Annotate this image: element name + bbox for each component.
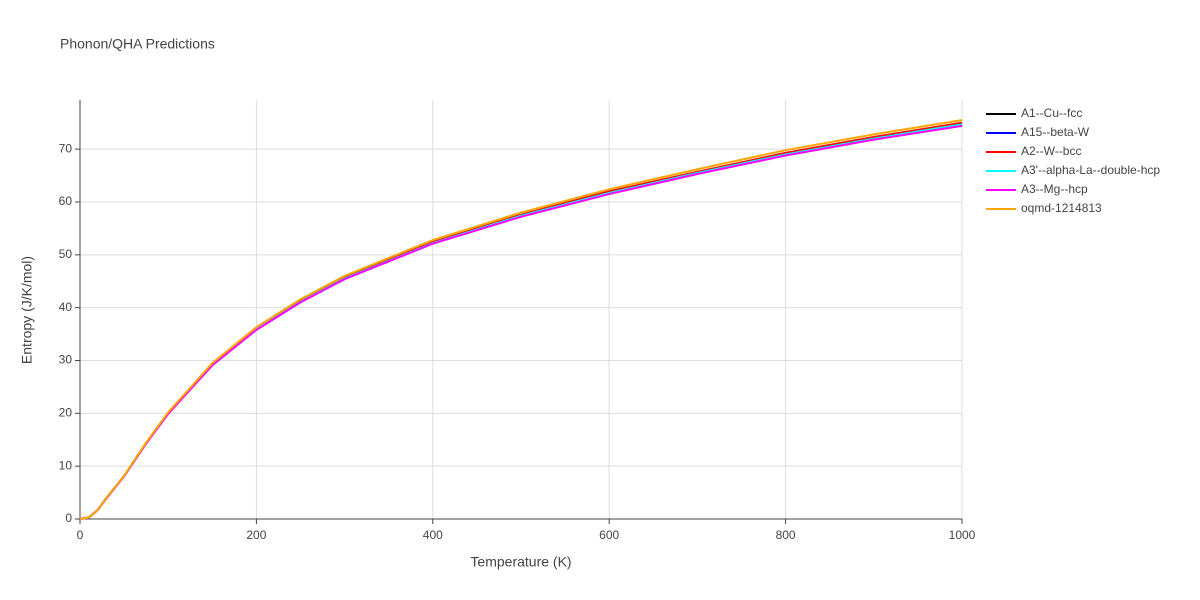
y-tick-label: 0 [65, 511, 72, 525]
x-axis-title: Temperature (K) [470, 554, 571, 570]
y-axis-title: Entropy (J/K/mol) [19, 256, 35, 364]
x-tick-label: 1000 [949, 528, 976, 542]
series-line [79, 124, 963, 520]
y-tick-label: 10 [59, 458, 73, 472]
series-line [79, 123, 963, 520]
x-tick-label: 200 [246, 528, 266, 542]
legend-label: A1--Cu--fcc [1021, 106, 1082, 120]
legend-label: A3--Mg--hcp [1021, 182, 1088, 196]
legend-label: A2--W--bcc [1021, 144, 1081, 158]
series-line [79, 121, 963, 520]
legend-label: A3'--alpha-La--double-hcp [1021, 163, 1160, 177]
x-tick-label: 400 [423, 528, 443, 542]
x-tick-label: 0 [77, 528, 84, 542]
y-tick-label: 20 [59, 405, 73, 419]
y-tick-label: 40 [59, 300, 73, 314]
x-tick-label: 800 [776, 528, 796, 542]
y-tick-label: 70 [59, 141, 73, 155]
legend-label: A15--beta-W [1021, 125, 1090, 139]
series-line [79, 122, 963, 520]
chart-title: Phonon/QHA Predictions [60, 36, 215, 52]
y-tick-label: 50 [59, 247, 73, 261]
y-tick-label: 30 [59, 353, 73, 367]
series-line [79, 123, 963, 520]
series-line [79, 119, 963, 520]
y-tick-label: 60 [59, 194, 73, 208]
legend-label: oqmd-1214813 [1021, 201, 1102, 215]
x-tick-label: 600 [599, 528, 619, 542]
